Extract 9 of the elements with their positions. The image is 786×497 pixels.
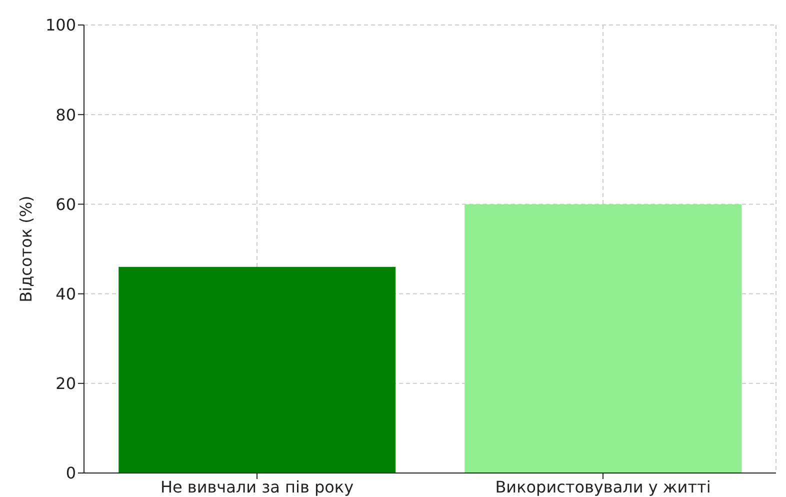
y-axis-title: Відсоток (%) bbox=[16, 196, 36, 302]
x-tick-label: Використовували у житті bbox=[495, 477, 711, 496]
y-tick-label: 60 bbox=[56, 194, 76, 214]
y-tick-label: 100 bbox=[45, 16, 76, 35]
x-tick-label: Не вивчали за пів року bbox=[160, 477, 354, 496]
y-tick-label: 40 bbox=[56, 284, 76, 304]
y-tick-label: 0 bbox=[66, 464, 76, 483]
y-tick-label: 80 bbox=[56, 105, 76, 124]
y-tick-label: 20 bbox=[56, 374, 76, 394]
